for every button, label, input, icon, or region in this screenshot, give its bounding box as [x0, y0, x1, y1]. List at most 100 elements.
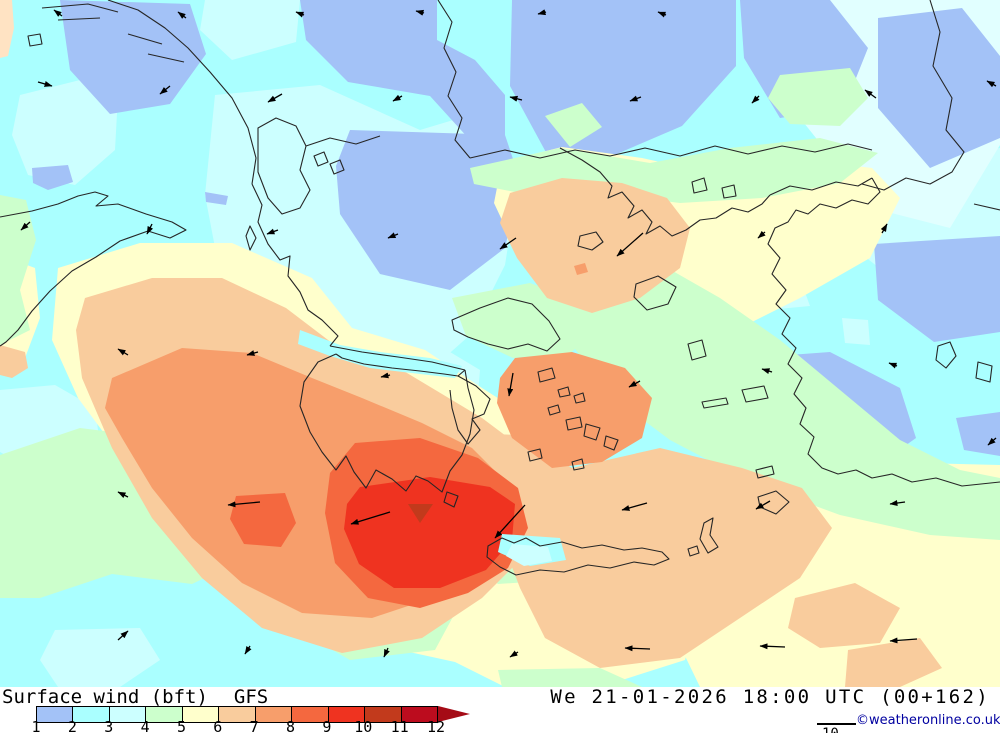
colorbar-cell-4 [146, 707, 183, 722]
colorbar-tick: 7 [249, 718, 259, 733]
wind-band-bft7 [497, 352, 652, 468]
forecast-timestamp: We 21-01-2026 18:00 UTC (00+162) [550, 686, 990, 708]
coastline [755, 465, 775, 479]
colorbar-tick: 2 [67, 718, 77, 733]
wind-arrow [227, 501, 261, 508]
colorbar-cell-2 [73, 707, 110, 722]
coastline [305, 135, 381, 147]
wind-arrow [987, 437, 997, 446]
coastline [573, 392, 586, 404]
wind-band-bft9 [344, 477, 515, 588]
colorbar-tick: 10 [354, 718, 373, 733]
coastline [721, 184, 737, 199]
coastline [557, 386, 571, 398]
coastline [687, 545, 700, 557]
coastline [973, 203, 1000, 211]
colorbar-tick: 11 [390, 718, 409, 733]
colorbar-tick: 12 [426, 718, 446, 733]
colorbar-pointer-icon [438, 706, 470, 722]
wind-arrow [380, 372, 391, 379]
coastline [577, 231, 604, 251]
wind-band-bft1 [32, 165, 73, 190]
wind-arrow [267, 93, 283, 103]
coastline [687, 339, 707, 361]
map-title-text: Surface wind (bft) [2, 686, 208, 708]
wind-arrow [757, 230, 766, 239]
wind-arrow [889, 637, 918, 644]
wind-band-bft3 [842, 318, 870, 345]
wind-arrow [177, 11, 187, 19]
wind-band-bft4 [768, 68, 868, 126]
coastline [451, 297, 561, 352]
coastline [486, 537, 670, 576]
coastline [449, 375, 491, 445]
wind-arrow [159, 85, 171, 95]
wind-map [0, 0, 1000, 687]
wind-band-bft6 [500, 178, 690, 313]
coastline [329, 159, 345, 175]
wind-arrow [20, 221, 31, 231]
coastline [583, 423, 601, 441]
wind-arrow [755, 500, 771, 510]
wind-band-bft1 [878, 8, 1000, 168]
coastline [443, 491, 459, 508]
coastline [27, 33, 43, 47]
coastline [245, 225, 257, 251]
colorbar-cell-5 [182, 707, 220, 722]
wind-reference-arrow [817, 723, 856, 725]
coastline [251, 183, 339, 347]
wind-arrow [616, 232, 644, 257]
wind-arrow [759, 643, 786, 650]
coastline [437, 0, 471, 159]
colorbar-tick: 5 [176, 718, 186, 733]
colorbar-tick: 3 [104, 718, 114, 733]
wind-band-bft3 [200, 0, 300, 60]
map-footer: Surface wind (bft) GFS We 21-01-2026 18:0… [0, 686, 1000, 733]
wind-arrow [244, 645, 252, 655]
coastline [547, 404, 561, 416]
coastline [335, 353, 466, 377]
wind-band-bft4 [555, 258, 1000, 540]
wind-band-bft1 [874, 236, 1000, 342]
wind-arrow [629, 95, 642, 102]
wind-arrow [537, 9, 547, 16]
coastline [313, 151, 329, 167]
coastline [559, 147, 771, 237]
wind-band-bft4 [0, 195, 36, 345]
wind-band-bft1 [427, 262, 452, 286]
wind-band-bft10 [408, 504, 433, 523]
colorbar-tick: 9 [322, 718, 332, 733]
wind-arrow [751, 95, 760, 104]
wind-arrow [880, 223, 888, 234]
wind-arrow [628, 380, 641, 388]
colorbar-cell-11 [401, 707, 437, 722]
colorbar-cell-10 [365, 707, 402, 722]
wind-band-bft6 [788, 583, 900, 648]
coastline [127, 33, 163, 45]
colorbar-cell-9 [328, 707, 366, 722]
colorbar-cell-8 [292, 707, 329, 722]
wind-arrow [392, 94, 403, 102]
wind-arrow [246, 350, 259, 356]
wind-reference-label: 10 [822, 726, 839, 733]
coastline [147, 53, 185, 63]
model-label: GFS [233, 686, 269, 708]
wind-arrow [266, 228, 279, 235]
wind-arrow [888, 362, 898, 369]
coastline [527, 448, 543, 462]
wind-band-bft1 [60, 0, 206, 114]
wind-arrow [621, 502, 648, 511]
coastline [701, 397, 729, 409]
coastline [41, 3, 119, 13]
wind-band-bft6 [435, 432, 832, 668]
colorbar-tick: 4 [140, 718, 150, 733]
map-title: Surface wind (bft) GFS [2, 686, 268, 708]
wind-arrow [415, 9, 425, 16]
coastline [107, 0, 257, 185]
wind-band-bft8 [230, 493, 296, 547]
colorbar-cell-1 [37, 707, 74, 722]
coastline [741, 385, 769, 403]
wind-arrow [499, 237, 517, 250]
coastline [861, 0, 965, 191]
coastline [975, 361, 993, 383]
